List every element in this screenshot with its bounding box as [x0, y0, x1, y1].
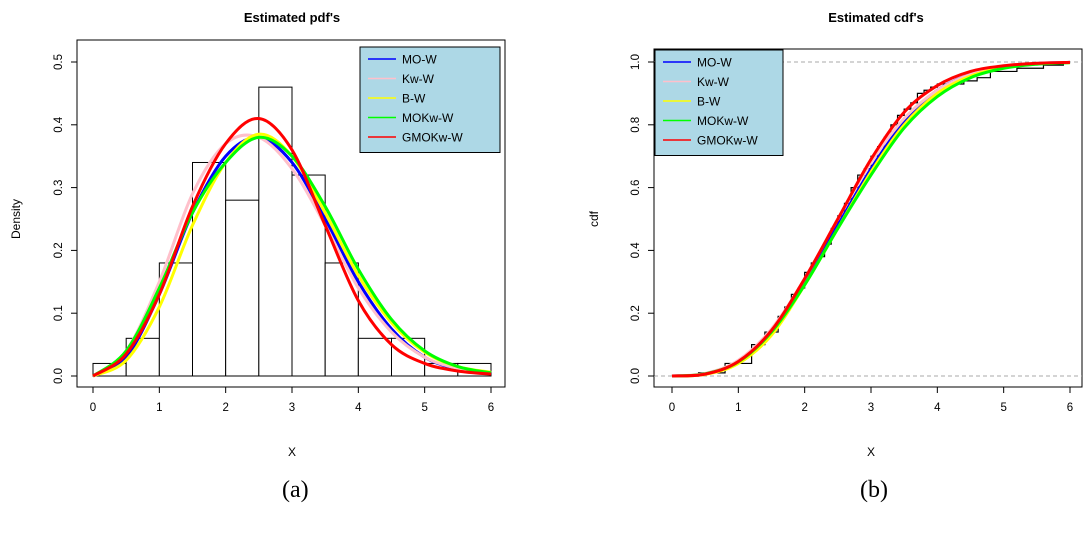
pdf-series-line-mokw-w	[92, 135, 492, 378]
pdf-x-tick-label: 1	[156, 402, 162, 414]
pdf-legend-label: MOKw-W	[402, 111, 454, 125]
cdf-y-tick-label: 1.0	[630, 54, 642, 70]
cdf-legend-label: MOKw-W	[697, 114, 749, 128]
pdf-histogram-bar	[225, 199, 260, 377]
pdf-histogram-bar	[324, 262, 359, 377]
pdf-legend-label: Kw-W	[402, 72, 435, 86]
pdf-x-tick-label: 3	[289, 402, 295, 414]
cdf-y-tick-label: 0.8	[630, 117, 642, 133]
cdf-x-tick-label: 2	[801, 402, 807, 414]
pdf-legend-label: GMOKw-W	[402, 131, 463, 145]
cdf-series-line-gmokw-w	[671, 60, 1071, 378]
pdf-y-tick-label: 0.3	[53, 180, 65, 196]
pdf-x-tick-label: 4	[355, 402, 362, 414]
cdf-legend-label: B-W	[697, 95, 721, 109]
cdf-x-tick-label: 4	[934, 402, 941, 414]
cdf-y-tick-label: 0.0	[630, 368, 642, 384]
pdf-histogram-bar	[192, 161, 227, 377]
cdf-legend-label: Kw-W	[697, 75, 730, 89]
pdf-y-tick-label: 0.1	[53, 305, 65, 321]
cdf-legend-box	[654, 49, 784, 156]
pdf-x-tick-label: 2	[222, 402, 228, 414]
cdf-legend-label: GMOKw-W	[697, 134, 758, 148]
pdf-legend-box	[359, 46, 501, 153]
pdf-y-axis-label: Density	[9, 199, 23, 239]
cdf-x-tick-label: 6	[1067, 402, 1073, 414]
cdf-x-tick-label: 5	[1000, 402, 1006, 414]
cdf-y-tick-label: 0.2	[630, 305, 642, 321]
pdf-legend-label: B-W	[402, 92, 426, 106]
cdf-x-axis-label: X	[867, 445, 875, 459]
pdf-chart-title: Estimated pdf's	[244, 10, 340, 25]
pdf-x-axis-label: X	[288, 445, 296, 459]
pdf-y-tick-label: 0.4	[53, 116, 65, 133]
panel-b-label: (b)	[860, 477, 888, 503]
pdf-legend-label: MO-W	[402, 53, 437, 67]
cdf-x-tick-label: 3	[868, 402, 874, 414]
pdf-histogram-bar	[258, 86, 293, 377]
cdf-x-tick-label: 0	[669, 402, 675, 414]
pdf-x-tick-label: 5	[421, 402, 427, 414]
pdf-series-line-kw-w	[92, 133, 492, 378]
cdf-y-tick-label: 0.4	[630, 242, 642, 259]
cdf-y-axis-label: cdf	[587, 210, 601, 227]
pdf-y-tick-label: 0.2	[53, 242, 65, 258]
pdf-x-tick-label: 6	[488, 402, 494, 414]
pdf-y-tick-label: 0.5	[53, 54, 65, 70]
cdf-legend-label: MO-W	[697, 56, 732, 70]
cdf-x-tick-label: 1	[735, 402, 741, 414]
panel-a-label: (a)	[282, 477, 309, 503]
pdf-x-tick-label: 0	[90, 402, 96, 414]
pdf-histogram-bar	[357, 337, 393, 377]
cdf-y-tick-label: 0.6	[630, 180, 642, 196]
pdf-y-tick-label: 0.0	[53, 368, 65, 384]
pdf-series-line-gmokw-w	[92, 117, 492, 378]
cdf-chart-title: Estimated cdf's	[828, 10, 924, 25]
